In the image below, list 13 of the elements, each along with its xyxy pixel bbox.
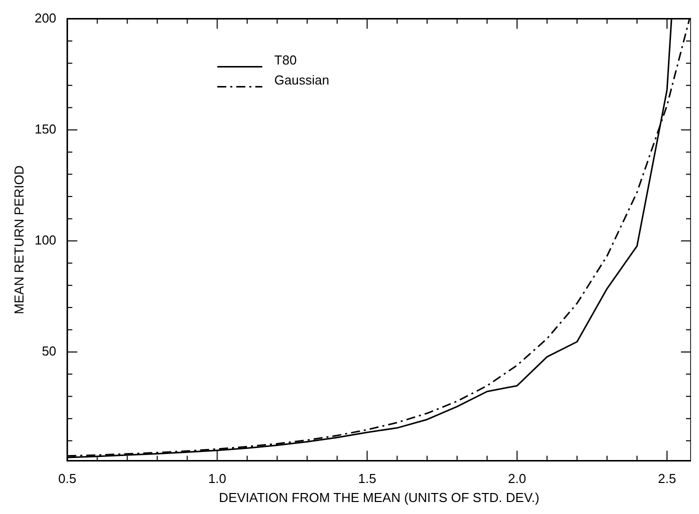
x-axis-title: DEVIATION FROM THE MEAN (UNITS OF STD. DEV.) xyxy=(218,490,540,505)
legend-label: T80 xyxy=(274,52,297,68)
y-tick-label: 200 xyxy=(34,10,56,26)
y-axis-title: MEAN RETURN PERIOD xyxy=(11,165,26,314)
y-tick-label: 100 xyxy=(34,232,56,248)
x-tick-label: 2.0 xyxy=(508,471,526,486)
y-tick-label: 50 xyxy=(42,344,56,359)
x-tick-label: 2.5 xyxy=(658,471,676,486)
x-tick-label: 0.5 xyxy=(58,471,76,486)
legend-label: Gaussian xyxy=(274,72,330,88)
x-tick-label: 1.5 xyxy=(358,471,376,486)
y-tick-label: 150 xyxy=(34,121,56,136)
x-tick-label: 1.0 xyxy=(208,471,226,486)
